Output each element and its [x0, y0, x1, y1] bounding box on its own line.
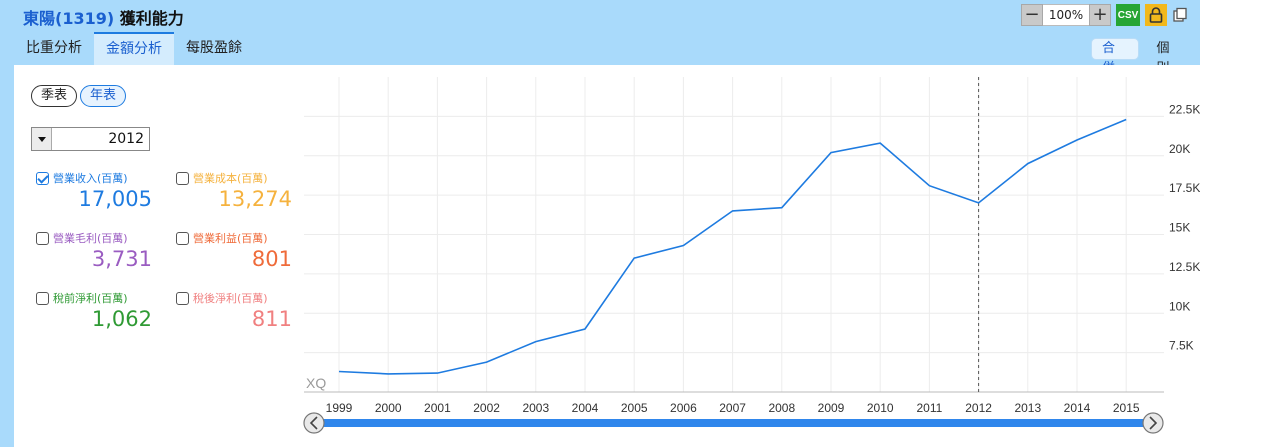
navigator-bar[interactable] — [314, 419, 1154, 427]
lock-icon[interactable] — [1145, 4, 1167, 26]
metric-gross-profit[interactable]: 營業毛利(百萬) 3,731 — [36, 230, 152, 270]
tab-amount[interactable]: 金額分析 — [94, 32, 174, 65]
metric-cost[interactable]: 營業成本(百萬) 13,274 — [176, 170, 292, 210]
series-line — [338, 118, 1127, 375]
xq-watermark: XQ — [306, 375, 326, 391]
x-tick-label: 2007 — [719, 401, 746, 415]
chart-ticks: 7.5K 10K 12.5K 15K 17.5K 20K 22.5K 1999 2000 2001… — [326, 102, 1200, 415]
zoom-level: 100% — [1043, 4, 1089, 26]
x-tick-label: 2010 — [867, 401, 894, 415]
toolbar: − 100% + CSV — [1021, 4, 1188, 26]
metric-value: 811 — [251, 307, 292, 331]
year-value: 2012 — [108, 131, 144, 147]
metric-label: 營業利益(百萬) — [193, 232, 268, 245]
chevron-left-icon — [309, 416, 318, 430]
x-tick-label: 2011 — [916, 401, 942, 415]
metric-label: 稅前淨利(百萬) — [53, 292, 128, 305]
x-tick-label: 2009 — [818, 401, 845, 415]
metric-label: 營業毛利(百萬) — [53, 232, 128, 245]
x-tick-label: 1999 — [326, 401, 353, 415]
dropdown-arrow-icon[interactable] — [32, 128, 52, 150]
chevron-right-icon — [1149, 416, 1158, 430]
y-tick-label: 12.5K — [1169, 260, 1200, 274]
x-tick-label: 2001 — [424, 401, 451, 415]
metric-revenue[interactable]: 營業收入(百萬) 17,005 — [36, 170, 152, 210]
x-tick-label: 2008 — [768, 401, 795, 415]
metric-label: 營業收入(百萬) — [53, 172, 128, 185]
csv-export-button[interactable]: CSV — [1116, 4, 1140, 26]
metric-label: 營業成本(百萬) — [193, 172, 268, 185]
metric-pretax-income[interactable]: 稅前淨利(百萬) 1,062 — [36, 290, 152, 330]
y-tick-label: 7.5K — [1169, 339, 1194, 353]
x-tick-label: 2005 — [621, 401, 648, 415]
individual-button[interactable]: 個別 — [1156, 41, 1170, 76]
metric-net-income[interactable]: 稅後淨利(百萬) 811 — [176, 290, 292, 330]
content-panel: 季表 年表 2012 營業收入(百萬) 17,005 營業成本(百萬) 13,2… — [14, 65, 1200, 447]
x-tick-label: 2015 — [1113, 401, 1140, 415]
metric-value: 13,274 — [218, 187, 292, 211]
gross-profit-checkbox[interactable] — [36, 231, 49, 245]
revenue-line-chart: 7.5K 10K 12.5K 15K 17.5K 20K 22.5K 1999 2000 2001… — [303, 77, 1200, 434]
metric-label: 稅後淨利(百萬) — [193, 292, 268, 305]
page-title: 東陽(1319) 獲利能力 — [23, 5, 184, 29]
pretax-income-checkbox[interactable] — [36, 291, 49, 305]
operating-income-checkbox[interactable] — [176, 231, 189, 245]
x-tick-label: 2006 — [670, 401, 697, 415]
metric-value: 801 — [251, 247, 292, 271]
zoom-in-button[interactable]: + — [1089, 4, 1111, 26]
chart-grid — [304, 77, 1164, 393]
revenue-checkbox[interactable] — [36, 171, 49, 185]
tab-eps[interactable]: 每股盈餘 — [186, 40, 242, 56]
consolidated-button[interactable]: 合併 — [1091, 38, 1139, 76]
y-tick-label: 17.5K — [1169, 181, 1200, 195]
y-tick-label: 22.5K — [1169, 102, 1200, 116]
y-tick-label: 20K — [1169, 142, 1190, 156]
x-tick-label: 2004 — [572, 401, 599, 415]
x-tick-label: 2000 — [375, 401, 402, 415]
x-tick-label: 2002 — [473, 401, 500, 415]
view-mode-toggle: 合併 個別 — [1091, 38, 1200, 76]
navigator-left-handle[interactable] — [303, 412, 325, 434]
period-toggle: 季表 年表 — [31, 85, 129, 107]
navigator-right-handle[interactable] — [1142, 412, 1164, 434]
section-title: 獲利能力 — [119, 9, 184, 28]
company-code[interactable]: 東陽(1319) — [23, 9, 115, 28]
y-tick-label: 10K — [1169, 299, 1190, 313]
year-select[interactable]: 2012 — [31, 127, 150, 151]
metric-value: 3,731 — [91, 247, 152, 271]
net-income-checkbox[interactable] — [176, 291, 189, 305]
x-tick-label: 2003 — [522, 401, 549, 415]
chart-navigator[interactable] — [303, 412, 1164, 434]
copy-icon[interactable] — [1172, 4, 1188, 26]
x-tick-label: 2013 — [1014, 401, 1041, 415]
tab-bar: 比重分析 金額分析 每股盈餘 — [14, 32, 254, 65]
metric-value: 1,062 — [91, 307, 152, 331]
quarterly-button[interactable]: 季表 — [31, 85, 78, 107]
y-tick-label: 15K — [1169, 221, 1190, 235]
tab-proportion[interactable]: 比重分析 — [26, 40, 82, 56]
app-frame: 東陽(1319) 獲利能力 − 100% + CSV 比重分析 金額分析 每股盈… — [0, 0, 1200, 447]
zoom-out-button[interactable]: − — [1021, 4, 1043, 26]
cost-checkbox[interactable] — [176, 171, 189, 185]
metric-value: 17,005 — [78, 187, 152, 211]
metric-operating-income[interactable]: 營業利益(百萬) 801 — [176, 230, 292, 270]
annual-button[interactable]: 年表 — [80, 85, 127, 107]
x-tick-label: 2014 — [1064, 401, 1091, 415]
x-tick-label: 2012 — [965, 401, 992, 415]
